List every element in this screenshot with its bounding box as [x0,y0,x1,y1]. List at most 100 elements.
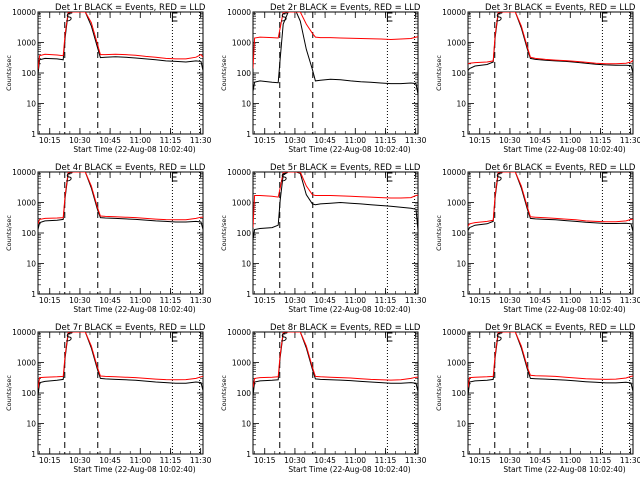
y-axis-label: Counts/sec [220,375,228,411]
x-tick-label: 11:00 [559,456,581,465]
panel-title: Det 6r BLACK = Events, RED = LLD [485,163,636,173]
events-series-line [468,332,633,397]
y-tick-label: 10 [456,260,466,269]
events-series-line [253,12,418,95]
plot-frame [37,11,204,135]
x-tick-label: 10:45 [99,296,121,305]
y-axis-label: Counts/sec [435,215,443,251]
x-tick-label: 10:45 [529,136,551,145]
flag-e-marker [601,332,608,342]
x-tick-label: 10:30 [284,136,306,145]
y-tick-label: 10 [241,100,251,109]
flag-e-marker [386,332,393,342]
panel-det-8: 1 10 100 1000 10000 10:15 10:30 10:45 11:00 11:15… [220,323,427,474]
lld-series-line [468,332,633,388]
y-tick-label: 1 [31,290,36,299]
y-tick-label: 10 [26,420,36,429]
x-axis-label: Start Time (22-Aug-08 10:02:40) [288,465,410,474]
x-axis-label: Start Time (22-Aug-08 10:02:40) [503,305,625,314]
x-tick-label: 11:15 [160,296,182,305]
flag-e-marker [601,12,608,22]
panel-det-1: 1 10 100 1000 10000 10:15 10:30 10:45 11:00 11:15… [5,3,212,154]
y-tick-label: 10000 [442,8,466,17]
flag-s-marker [66,172,73,182]
flag-s-marker [281,332,288,342]
x-axis-label: Start Time (22-Aug-08 10:02:40) [73,465,195,474]
x-tick-label: 10:30 [499,136,521,145]
flag-s-marker [66,332,73,342]
panel-det-5: 1 10 100 1000 10000 10:15 10:30 10:45 11:00 11:15… [220,163,427,314]
x-tick-label: 11:00 [559,296,581,305]
y-tick-label: 10 [456,100,466,109]
y-tick-label: 10 [456,420,466,429]
x-tick-label: 11:15 [160,456,182,465]
y-tick-label: 10000 [227,168,251,177]
y-tick-label: 1 [246,290,251,299]
y-tick-label: 1000 [447,199,466,208]
x-tick-label: 11:15 [375,296,397,305]
flag-s-marker [496,12,503,22]
y-axis-label: Counts/sec [220,55,228,91]
plot-frame [467,171,634,295]
y-tick-label: 10000 [12,328,36,337]
x-tick-label: 11:15 [590,456,612,465]
x-tick-label: 11:30 [620,296,640,305]
x-tick-label: 10:45 [529,296,551,305]
x-tick-label: 10:15 [39,136,61,145]
panel-title: Det 8r BLACK = Events, RED = LLD [270,323,421,333]
y-axis-label: Counts/sec [5,55,13,91]
x-tick-label: 11:00 [129,456,151,465]
x-tick-label: 10:45 [314,136,336,145]
events-series-line [38,332,203,397]
flag-s-marker [281,12,288,22]
x-tick-label: 11:30 [405,456,427,465]
panel-title: Det 2r BLACK = Events, RED = LLD [270,3,421,13]
events-series-line [468,172,633,232]
x-tick-label: 11:15 [375,456,397,465]
y-tick-label: 1000 [17,39,36,48]
y-tick-label: 10000 [12,168,36,177]
events-series-line [38,172,203,230]
y-tick-label: 10000 [442,328,466,337]
x-axis-label: Start Time (22-Aug-08 10:02:40) [73,145,195,154]
x-tick-label: 10:30 [499,456,521,465]
panel-title: Det 1r BLACK = Events, RED = LLD [55,3,206,13]
lld-series-line [468,172,633,227]
x-tick-label: 10:15 [469,456,491,465]
y-tick-label: 100 [237,389,252,398]
x-tick-label: 11:15 [160,136,182,145]
y-tick-label: 100 [22,229,37,238]
y-axis-label: Counts/sec [5,375,13,411]
x-tick-label: 10:15 [254,136,276,145]
x-axis-label: Start Time (22-Aug-08 10:02:40) [288,305,410,314]
y-axis-label: Counts/sec [5,215,13,251]
y-axis-label: Counts/sec [220,215,228,251]
y-tick-label: 1 [31,450,36,459]
y-tick-label: 1000 [17,359,36,368]
y-tick-label: 10000 [227,8,251,17]
panel-title: Det 3r BLACK = Events, RED = LLD [485,3,636,13]
y-tick-label: 100 [22,69,37,78]
panel-det-2: 1 10 100 1000 10000 10:15 10:30 10:45 11:00 11:15… [220,3,427,154]
y-tick-label: 1 [246,450,251,459]
x-tick-label: 10:30 [284,456,306,465]
y-axis-label: Counts/sec [435,55,443,91]
flag-s-marker [496,172,503,182]
y-tick-label: 1000 [447,359,466,368]
x-tick-label: 11:15 [375,136,397,145]
y-tick-label: 10 [26,260,36,269]
y-tick-label: 1000 [17,199,36,208]
x-tick-label: 11:30 [405,136,427,145]
x-tick-label: 10:45 [99,456,121,465]
y-tick-label: 100 [452,69,467,78]
x-tick-label: 11:00 [344,136,366,145]
x-tick-label: 11:30 [190,456,212,465]
y-tick-label: 100 [237,69,252,78]
panel-det-9: 1 10 100 1000 10000 10:15 10:30 10:45 11:00 11:15… [435,323,640,474]
flag-s-marker [496,332,503,342]
x-tick-label: 10:30 [499,296,521,305]
y-tick-label: 100 [452,229,467,238]
flag-e-marker [386,12,393,22]
x-tick-label: 10:15 [254,296,276,305]
